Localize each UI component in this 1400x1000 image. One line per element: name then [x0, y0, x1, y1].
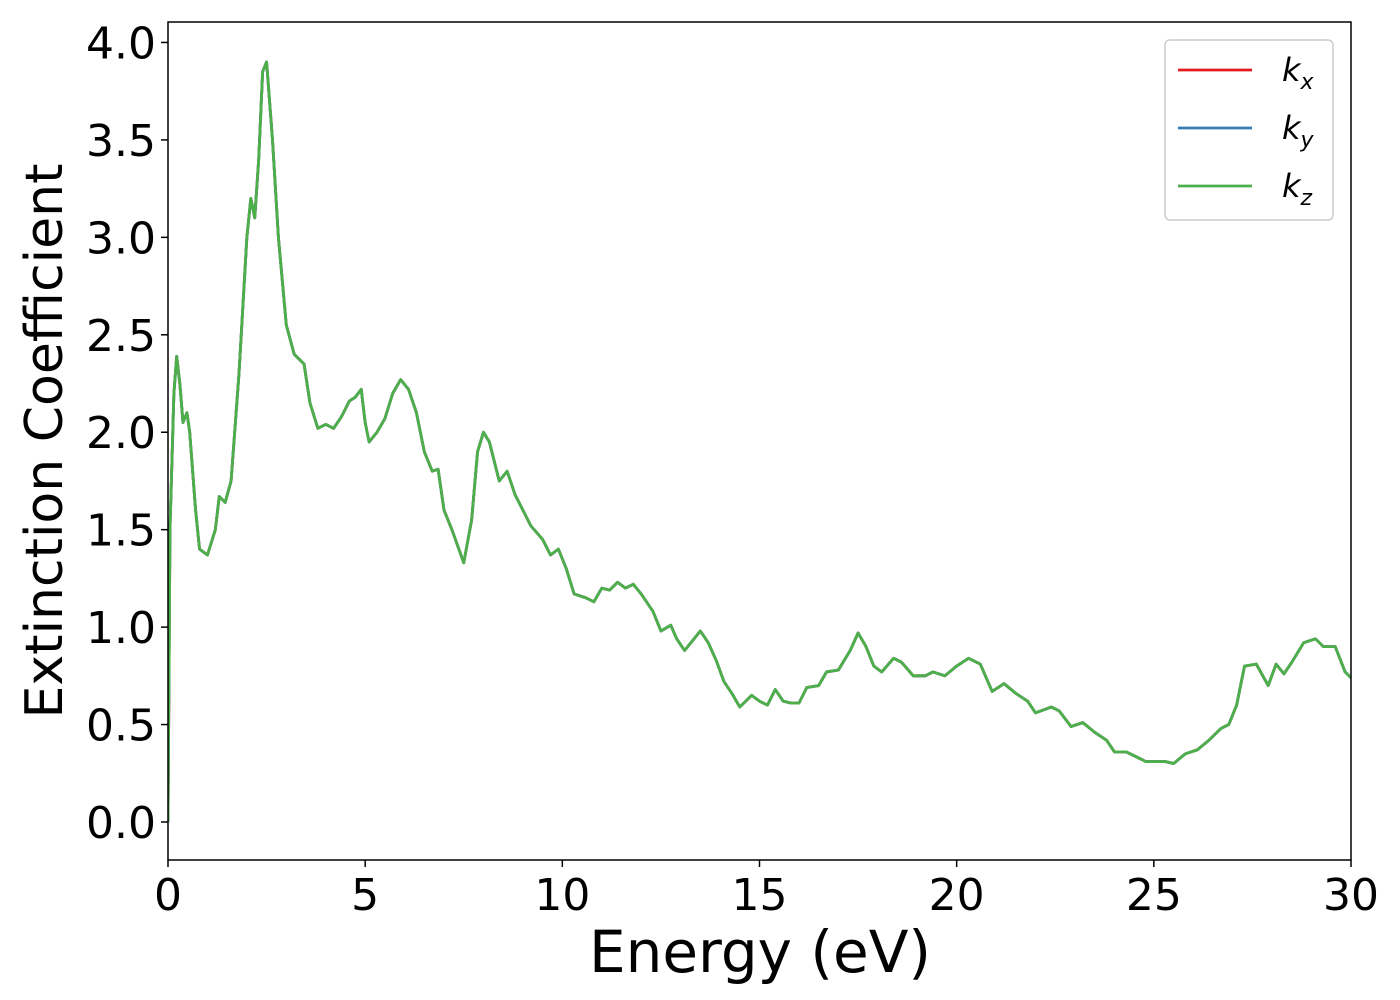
y-tick-label: 3.0 [86, 213, 156, 264]
x-tick-label: 25 [1126, 870, 1182, 921]
x-tick-label: 10 [534, 870, 590, 921]
legend-label: ky [1282, 109, 1315, 153]
x-tick-label: 30 [1323, 870, 1379, 921]
x-tick-label: 15 [732, 870, 788, 921]
y-tick-label: 1.0 [86, 603, 156, 654]
line-series [168, 60, 1351, 823]
y-tick-label: 2.5 [86, 311, 156, 362]
x-axis-label: Energy (eV) [589, 918, 931, 986]
y-tick-label: 0.0 [86, 798, 156, 849]
legend-label: kz [1282, 167, 1313, 211]
plot-frame [167, 21, 1352, 861]
x-tick-label: 20 [929, 870, 985, 921]
y-tick-label: 1.5 [86, 506, 156, 557]
legend-box [1164, 39, 1334, 221]
y-tick-label: 3.5 [86, 116, 156, 167]
y-tick-label: 4.0 [86, 18, 156, 69]
y-tick-label: 0.5 [86, 701, 156, 752]
x-tick-label: 5 [351, 870, 379, 921]
y-axis-label: Extinction Coefficient [15, 164, 75, 719]
legend-label: kx [1282, 51, 1315, 95]
x-tick-label: 0 [154, 870, 182, 921]
y-tick-label: 2.0 [86, 408, 156, 459]
